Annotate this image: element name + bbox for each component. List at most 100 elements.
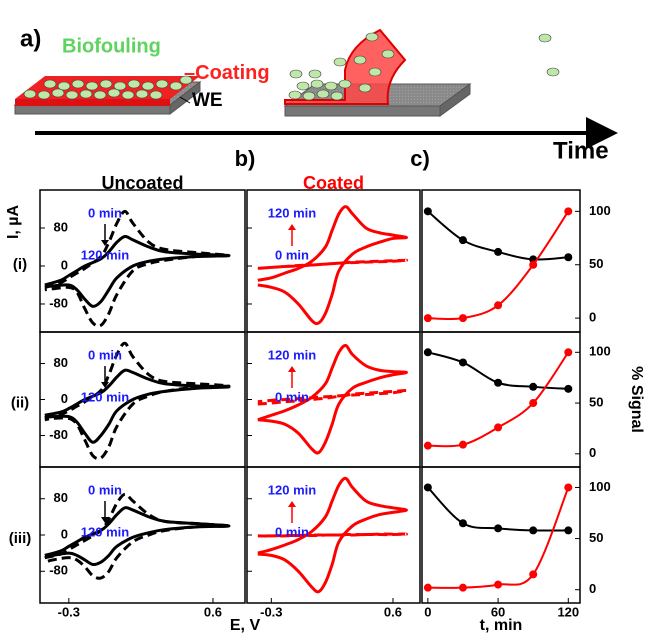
data-point <box>564 483 573 492</box>
data-point <box>564 384 573 393</box>
annotation: 120 min <box>268 347 316 362</box>
annotation-arrowhead <box>288 366 296 372</box>
panel-frame <box>421 466 581 604</box>
series-line <box>427 351 570 448</box>
series-line <box>44 341 231 461</box>
annotation: 0 min <box>275 247 309 262</box>
annotation: 0 min <box>88 347 122 362</box>
y-tick-label: 0 <box>589 310 596 325</box>
y-tick-label: 0 <box>589 445 596 460</box>
data-point <box>564 253 573 262</box>
data-point <box>494 247 503 256</box>
y-axis-label: % Signal <box>628 366 645 433</box>
data-point <box>423 483 432 492</box>
data-point <box>529 526 538 535</box>
panel-frame <box>421 189 581 333</box>
data-point <box>423 441 432 450</box>
data-point <box>494 580 503 589</box>
data-point <box>458 440 467 449</box>
y-tick-label: 0 <box>61 257 68 272</box>
row-label: (ii) <box>11 394 29 411</box>
annotation: 0 min <box>275 524 309 539</box>
we-label: WE <box>192 90 223 111</box>
annotation-arrowhead <box>101 517 109 523</box>
annotation: 120 min <box>81 524 129 539</box>
x-axis-label: E, V <box>230 617 261 634</box>
panel-label: a) <box>20 25 41 52</box>
row-label: (iii) <box>9 530 32 547</box>
x-tick-label: 120 <box>557 604 579 619</box>
series-line <box>257 205 408 326</box>
series-line <box>44 368 231 444</box>
data-point <box>564 207 573 216</box>
annotation-arrowhead <box>101 382 109 388</box>
y-tick-label: 100 <box>589 479 611 494</box>
y-tick-label: 80 <box>54 490 68 505</box>
data-point <box>494 524 503 533</box>
row-label: (i) <box>13 256 27 273</box>
data-point <box>564 526 573 535</box>
annotation: 0 min <box>275 389 309 404</box>
data-point <box>529 399 538 408</box>
annotation-arrowhead <box>101 240 109 246</box>
data-point <box>494 423 503 432</box>
series-line <box>257 476 408 594</box>
series-line <box>427 486 569 532</box>
coating-text: Coating <box>195 62 269 84</box>
y-tick-label: 0 <box>589 581 596 596</box>
y-tick-label: 80 <box>54 219 68 234</box>
data-point <box>458 519 467 528</box>
annotation: 0 min <box>88 482 122 497</box>
coating-label: –Coating <box>184 62 270 84</box>
column-title: Coated <box>303 173 364 193</box>
annotation: 120 min <box>268 482 316 497</box>
data-point <box>564 348 573 357</box>
series-line <box>44 209 231 328</box>
x-tick-label: 0 <box>424 604 431 619</box>
panel-label: b) <box>235 146 256 171</box>
x-tick-label: 0.6 <box>384 604 402 619</box>
annotation: 120 min <box>268 205 316 220</box>
panel-frame <box>39 189 246 333</box>
data-point <box>529 382 538 391</box>
series-line <box>257 532 408 538</box>
x-tick-label: 0.6 <box>204 604 222 619</box>
annotation-arrowhead <box>288 224 296 230</box>
data-point <box>494 378 503 387</box>
column-title: Uncoated <box>101 173 183 193</box>
y-tick-label: 80 <box>54 355 68 370</box>
series-line <box>44 235 231 308</box>
annotation: 120 min <box>81 247 129 262</box>
y-axis-label: I, µA <box>5 205 22 240</box>
y-tick-label: 0 <box>61 391 68 406</box>
x-axis-label: t, min <box>480 617 523 634</box>
y-tick-label: -80 <box>49 427 68 442</box>
series-line <box>257 258 408 270</box>
annotation: 0 min <box>88 205 122 220</box>
data-point <box>423 314 432 323</box>
annotation: 120 min <box>81 389 129 404</box>
data-point <box>494 301 503 310</box>
series-line <box>257 388 408 406</box>
series-line <box>44 492 231 580</box>
y-tick-label: 50 <box>589 256 603 271</box>
data-point <box>529 570 538 579</box>
y-tick-label: 100 <box>589 344 611 359</box>
data-point <box>423 348 432 357</box>
annotation-arrowhead <box>288 501 296 507</box>
time-label: Time <box>553 137 609 164</box>
schematic: a) Biofouling –Coating WE Time <box>13 25 618 164</box>
y-tick-label: -80 <box>49 295 68 310</box>
y-tick-label: 50 <box>589 394 603 409</box>
series-line <box>427 487 570 589</box>
x-tick-label: -0.3 <box>260 604 282 619</box>
y-tick-label: 100 <box>589 203 611 218</box>
data-point <box>423 583 432 592</box>
series-line <box>44 506 231 567</box>
x-tick-label: 60 <box>491 604 505 619</box>
data-point <box>458 358 467 367</box>
biofouling-label: Biofouling <box>62 35 161 57</box>
panel-label: c) <box>410 146 430 171</box>
y-tick-label: -80 <box>49 563 68 578</box>
